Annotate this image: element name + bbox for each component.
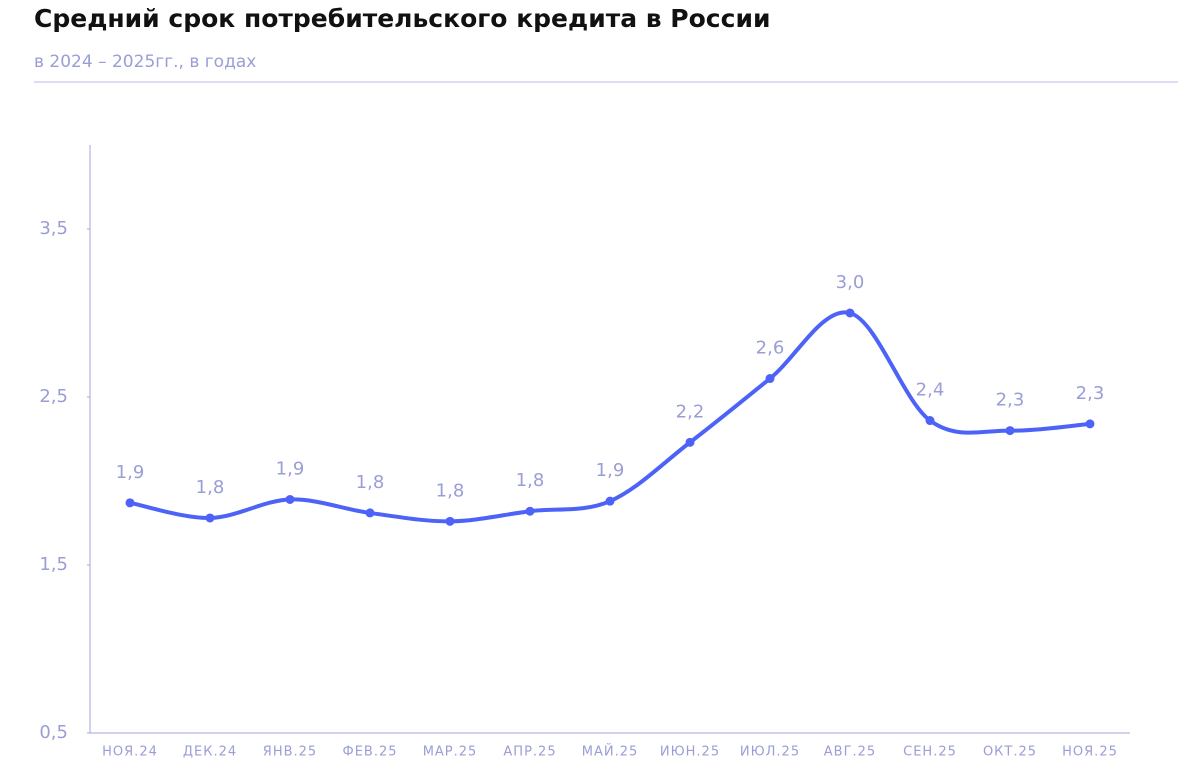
x-tick-label: НОЯ.25 [1062,745,1118,760]
value-label: 1,8 [436,480,465,501]
x-tick-label: ДЕК.24 [183,745,237,760]
line [129,310,1091,524]
value-label: 2,6 [756,338,785,359]
point [1005,426,1015,436]
x-tick-label: ИЮН.25 [660,745,720,760]
y-tick-label: 2,5 [39,386,68,407]
x-tick-label: МАР.25 [423,745,478,760]
value-label: 3,0 [836,272,865,293]
point [125,498,135,508]
value-label: 2,2 [676,401,705,422]
chart-subtitle: в 2024 – 2025гг., в годах [34,52,256,72]
x-tick-label: АПР.25 [503,745,556,760]
chart-title: Средний срок потребительского кредита в … [34,4,770,33]
point [925,416,935,426]
x-tick-label: МАЙ.25 [582,744,639,760]
point [765,374,775,384]
value-label: 1,9 [596,460,625,481]
value-label: 1,8 [516,470,545,491]
point [605,496,615,506]
point [365,508,375,518]
y-tick-label: 3,5 [39,218,68,239]
point [525,506,535,516]
point [685,437,695,447]
value-label: 1,9 [116,462,145,483]
x-tick-label: СЕН.25 [903,745,957,760]
y-tick-label: 0,5 [39,722,68,743]
value-label: 1,9 [276,458,305,479]
x-tick-label: АВГ.25 [824,745,876,760]
point [285,494,295,504]
point [1085,419,1095,429]
x-tick-label: НОЯ.24 [102,745,158,760]
value-label: 1,8 [196,477,225,498]
point [845,308,855,318]
value-label: 2,3 [1076,383,1105,404]
x-tick-label: ЯНВ.25 [263,745,317,760]
value-label: 1,8 [356,472,385,493]
y-tick-label: 1,5 [39,554,68,575]
value-label: 2,4 [916,380,945,401]
value-label: 2,3 [996,390,1025,411]
point [205,513,215,523]
x-tick-label: ИЮЛ.25 [740,745,800,760]
point [445,516,455,526]
x-tick-label: ОКТ.25 [983,745,1037,760]
x-tick-label: ФЕВ.25 [343,745,398,760]
